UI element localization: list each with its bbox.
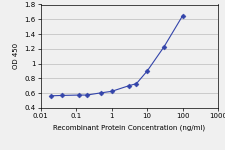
- X-axis label: Recombinant Protein Concentration (ng/ml): Recombinant Protein Concentration (ng/ml…: [53, 124, 205, 131]
- Y-axis label: OD 450: OD 450: [13, 43, 19, 69]
